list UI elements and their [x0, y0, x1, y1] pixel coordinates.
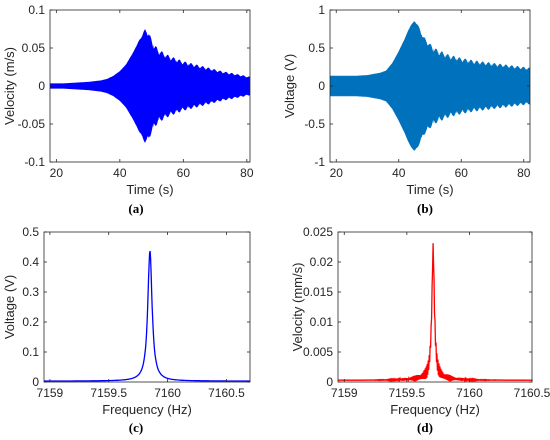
- x-tick-label: 60: [455, 166, 469, 180]
- y-tick-label: -0.05: [18, 117, 46, 131]
- x-tick-label: 40: [392, 166, 406, 180]
- x-tick-label: 7159.5: [90, 386, 127, 400]
- x-axis-title: Time (s): [126, 182, 173, 197]
- y-tick-label: 0.1: [28, 3, 45, 17]
- panel-label: (c): [129, 420, 143, 435]
- x-tick-label: 7159: [331, 386, 358, 400]
- x-tick-label: 80: [240, 166, 254, 180]
- y-axis-title: Voltage (V): [2, 275, 17, 339]
- spectrum-line: [338, 243, 532, 382]
- axes-box: [43, 231, 251, 383]
- plot-area: [44, 232, 250, 382]
- y-tick-label: 0: [326, 375, 333, 389]
- y-tick-label: -0.1: [24, 155, 45, 169]
- y-tick-label: 0.4: [22, 255, 39, 269]
- y-tick-label: 0: [32, 375, 39, 389]
- panel-label: (d): [417, 420, 433, 435]
- panel-label: (b): [417, 201, 433, 216]
- x-tick-label: 20: [330, 166, 344, 180]
- x-tick-label: 40: [113, 166, 127, 180]
- panel-label: (a): [128, 201, 143, 216]
- signal-oscillation: [50, 31, 250, 141]
- y-tick-label: 0.005: [303, 345, 333, 359]
- series-group: [330, 21, 530, 151]
- y-axis-title: Voltage (V): [282, 54, 297, 118]
- chart-panel-c: 7159 7159.5 7160 7160.5 0 0.1 0.2 0.3 0.4 0.5 Freq…: [2, 225, 251, 435]
- y-tick-label: 1: [318, 3, 325, 17]
- y-tick-label: 0.05: [22, 41, 46, 55]
- y-tick-label: -0.5: [304, 117, 325, 131]
- y-axis-title: Velocity (m/s): [2, 47, 17, 125]
- y-tick-label: 0.1: [22, 345, 39, 359]
- spectrum-line: [44, 250, 250, 382]
- x-tick-label: 7159.5: [388, 386, 425, 400]
- signal-oscillation: [330, 22, 530, 150]
- y-tick-label: 0.025: [303, 225, 333, 239]
- x-tick-label: 20: [50, 166, 64, 180]
- y-tick-label: 0.015: [303, 285, 333, 299]
- series-group: [44, 250, 250, 382]
- x-tick-label: 7160.5: [208, 386, 245, 400]
- y-tick-label: 0.5: [308, 41, 325, 55]
- y-tick-label: 0.3: [22, 285, 39, 299]
- chart-panel-d: 7159 7159.5 7160 7160.5 0 0.005 0.01 0.015 0.02 0…: [290, 225, 550, 435]
- x-tick-label: 7160: [154, 386, 181, 400]
- y-tick-label: 0: [38, 79, 45, 93]
- x-axis-title: Frequency (Hz): [390, 402, 480, 417]
- x-tick-label: 80: [517, 166, 531, 180]
- y-tick-label: 0.01: [310, 315, 334, 329]
- y-tick-label: 0.5: [22, 225, 39, 239]
- y-axis-title: Velocity (mm/s): [290, 263, 305, 352]
- x-tick-label: 7159: [37, 386, 64, 400]
- x-tick-label: 7160.5: [514, 386, 550, 400]
- axes-box: [337, 231, 533, 383]
- x-axis-title: Frequency (Hz): [102, 402, 192, 417]
- x-tick-label: 7160: [456, 386, 483, 400]
- y-tick-label: 0.02: [310, 255, 334, 269]
- chart-panel-b: 20 40 60 80 -1 -0.5 0 0.5 1 Time (s) Voltage (V) (b…: [282, 3, 531, 216]
- series-group: [50, 29, 250, 143]
- y-tick-label: 0.2: [22, 315, 39, 329]
- chart-panel-a: 20 40 60 80 -0.1 -0.05 0 0.05 0.1 Time (s) Velocit…: [2, 3, 254, 216]
- series-group: [338, 243, 532, 382]
- y-tick-label: -1: [314, 155, 325, 169]
- x-tick-label: 60: [177, 166, 191, 180]
- x-axis-title: Time (s): [406, 182, 453, 197]
- y-tick-label: 0: [318, 79, 325, 93]
